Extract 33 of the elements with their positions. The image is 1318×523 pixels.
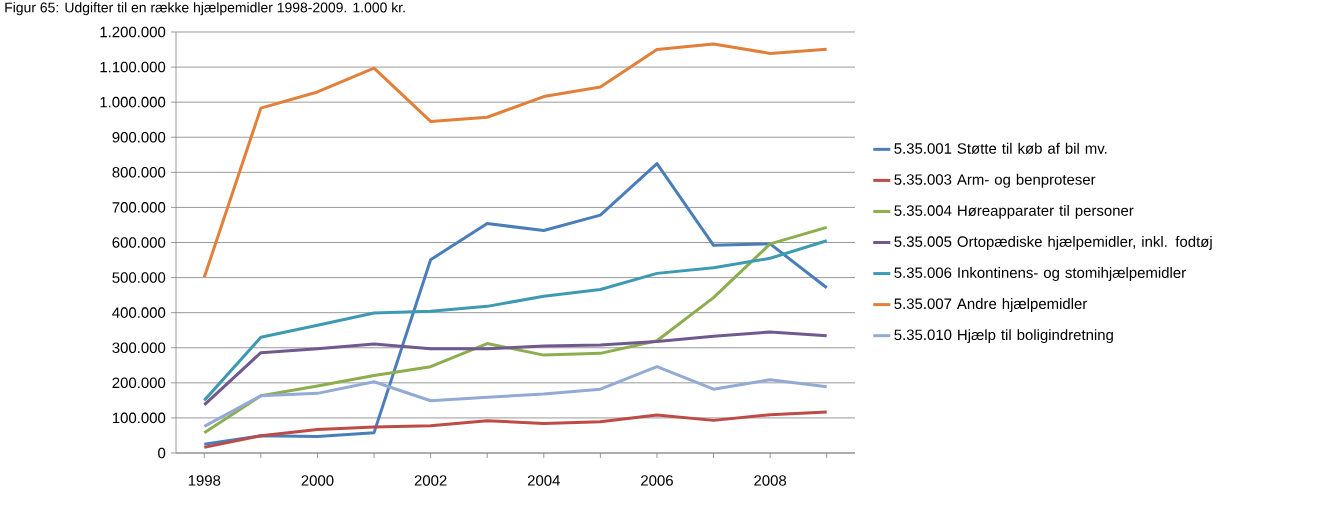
x-tick-label: 2006	[641, 475, 673, 486]
line-series	[202, 365, 829, 428]
legend-label: 5.35.007 Andre hjælpemidler	[894, 298, 1088, 312]
y-tick-label: 300.000	[112, 342, 166, 354]
line-series	[202, 162, 829, 446]
y-tick-label: 700.000	[112, 202, 166, 213]
y-tick-label: 200.000	[112, 377, 166, 389]
x-tick-label: 2008	[754, 475, 787, 486]
chart-title: Figur 65: Udgifter til en række hjælpemidler 1998-2009. 1.000 kr.	[5, 2, 405, 16]
legend-label: 5.35.010 Hjælp til boligindretning	[894, 329, 1113, 344]
line-series	[202, 330, 829, 407]
y-tick-label: 900.000	[112, 131, 166, 143]
line-series	[202, 239, 829, 402]
legend-label: 5.35.004 Høreapparater til personer	[894, 204, 1134, 219]
legend-label: 5.35.001 Støtte til køb af bil mv.	[894, 142, 1107, 154]
y-tick-label: 0	[158, 447, 166, 459]
y-tick-label: 1.100.000	[100, 61, 166, 73]
line-series	[202, 42, 829, 279]
y-tick-label: 1.000.000	[100, 96, 166, 108]
legend-label: 5.35.006 Inkontinens- og stomihjælpemidler	[894, 267, 1186, 281]
x-tick-label: 1998	[188, 475, 221, 486]
x-tick-label: 2002	[414, 475, 447, 486]
y-tick-label: 800.000	[112, 167, 166, 178]
x-tick-label: 2004	[527, 475, 560, 486]
y-tick-label: 100.000	[112, 412, 166, 424]
y-tick-label: 1.200.000	[100, 26, 166, 38]
y-tick-label: 600.000	[112, 237, 166, 248]
y-tick-label: 400.000	[112, 307, 166, 318]
line-series	[202, 410, 829, 449]
legend-label: 5.35.005 Ortopædiske hjælpemidler, inkl. fodtøj	[894, 235, 1212, 250]
y-tick-label: 500.000	[112, 272, 166, 283]
x-tick-label: 2000	[301, 475, 334, 486]
legend-label: 5.35.003 Arm- og benproteser	[894, 173, 1096, 188]
